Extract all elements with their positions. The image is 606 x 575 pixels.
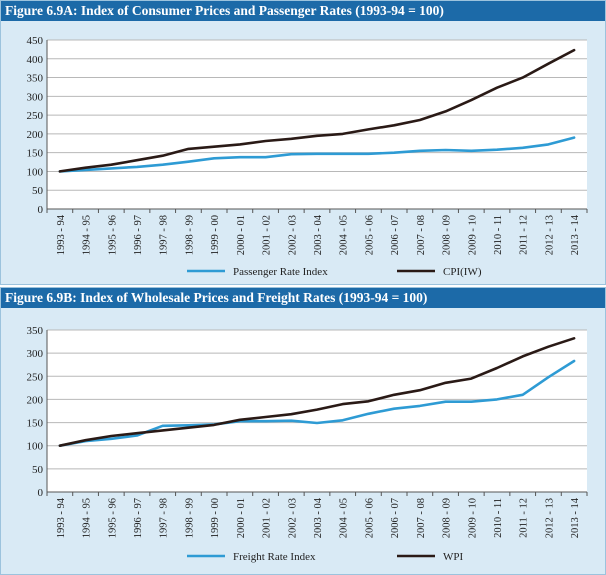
y-tick-label: 200 (27, 394, 44, 406)
x-tick-label: 2008 - 09 (442, 498, 453, 538)
x-tick-label: 1994 - 95 (82, 215, 93, 255)
x-tick-label: 2005 - 06 (364, 498, 375, 538)
x-tick-label: 2003 - 04 (313, 497, 324, 538)
x-tick-label: 2008 - 09 (442, 215, 453, 255)
series-line (58, 48, 576, 173)
series-line (58, 136, 576, 173)
x-tick-label: 2002 - 03 (287, 215, 298, 255)
line-chart-a: 0 50 100 150 200 250 300 350 400 450 1993 - 94 1994… (27, 35, 588, 278)
x-tick-label: 2009 - 10 (467, 498, 478, 538)
y-tick-label: 50 (32, 464, 44, 476)
x-tick-label: 2010 - 11 (493, 498, 504, 538)
x-tick-label: 2013 - 14 (570, 214, 581, 255)
x-tick-label: 2009 - 10 (467, 215, 478, 255)
y-tick-label: 300 (27, 91, 44, 103)
y-tick-label: 400 (27, 54, 44, 66)
x-tick-label: 2004 - 05 (339, 498, 350, 538)
x-tick-label: 1999 - 00 (210, 215, 221, 255)
y-tick-label: 450 (27, 35, 44, 47)
chart-panel-b: Figure 6.9B: Index of Wholesale Prices a… (0, 287, 606, 575)
y-tick-label: 300 (27, 348, 44, 360)
line-chart-b: 0 50 100 150 200 250 300 350 1993 - 94 1994 - 95 1… (27, 325, 588, 563)
x-tick-label: 1998 - 99 (184, 215, 195, 255)
plot-area (47, 40, 587, 209)
x-tick-label: 2007 - 08 (416, 498, 427, 538)
x-tick-label: 1994 - 95 (82, 498, 93, 538)
x-tick-label: 2000 - 01 (236, 498, 247, 538)
x-tick-label: 2006 - 07 (390, 498, 401, 538)
x-tick-label: 1995 - 96 (107, 498, 118, 538)
y-tick-label: 50 (32, 185, 44, 197)
x-tick-label: 1997 - 98 (159, 215, 170, 255)
x-tick-label: 2000 - 01 (236, 215, 247, 255)
x-tick-label: 1998 - 99 (184, 498, 195, 538)
x-tick-label: 2012 - 13 (544, 498, 555, 538)
x-tick-label: 1995 - 96 (107, 215, 118, 255)
y-tick-label: 200 (27, 129, 44, 141)
series-line (58, 336, 576, 447)
legend-label: WPI (443, 551, 464, 563)
x-tick-label: 2012 - 13 (544, 215, 555, 255)
x-tick-label: 2011 - 12 (519, 215, 530, 255)
x-tick-label: 2003 - 04 (313, 214, 324, 255)
x-tick-label: 2013 - 14 (570, 497, 581, 538)
x-tick-label: 1999 - 00 (210, 498, 221, 538)
y-tick-label: 100 (27, 441, 44, 453)
x-tick-label: 1996 - 97 (133, 215, 144, 255)
y-tick-label: 250 (27, 371, 44, 383)
x-tick-label: 1996 - 97 (133, 498, 144, 538)
y-tick-label: 250 (27, 110, 44, 122)
x-tick-label: 2010 - 11 (493, 215, 504, 255)
x-tick-label: 2011 - 12 (519, 498, 530, 538)
y-tick-label: 0 (38, 204, 44, 216)
y-tick-label: 0 (38, 487, 44, 499)
y-tick-label: 150 (27, 148, 44, 160)
x-tick-label: 1997 - 98 (159, 498, 170, 538)
x-tick-label: 2001 - 02 (262, 215, 273, 255)
x-tick-label: 2007 - 08 (416, 215, 427, 255)
x-tick-label: 2004 - 05 (339, 215, 350, 255)
chart-title-a: Figure 6.9A: Index of Consumer Prices an… (1, 1, 605, 21)
legend-label: Freight Rate Index (233, 551, 316, 563)
x-tick-label: 1993 - 94 (56, 214, 67, 255)
x-tick-label: 2002 - 03 (287, 498, 298, 538)
plot-area (47, 330, 587, 492)
legend-label: CPI(IW) (443, 266, 482, 278)
y-tick-label: 150 (27, 418, 44, 430)
x-tick-label: 2005 - 06 (364, 215, 375, 255)
x-tick-label: 1993 - 94 (56, 497, 67, 538)
legend-label: Passenger Rate Index (233, 266, 328, 278)
y-tick-label: 350 (27, 73, 44, 85)
chart-panel-a: Figure 6.9A: Index of Consumer Prices an… (0, 0, 606, 285)
x-tick-label: 2001 - 02 (262, 498, 273, 538)
x-tick-label: 2006 - 07 (390, 215, 401, 255)
y-tick-label: 100 (27, 166, 44, 178)
y-tick-label: 350 (27, 325, 44, 337)
chart-title-b: Figure 6.9B: Index of Wholesale Prices a… (1, 288, 605, 308)
